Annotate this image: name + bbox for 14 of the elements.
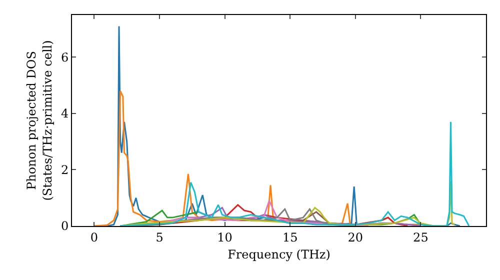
x-tick-label: 10 (217, 230, 232, 244)
y-tick-label: 4 (60, 106, 69, 121)
y-tick-label: 2 (60, 162, 69, 177)
x-tick-label: 15 (282, 230, 298, 244)
y-axis-title: Phonon projected DOS (States/THz·primitive cell) (24, 40, 54, 201)
x-axis-title: Frequency (THz) (228, 247, 330, 262)
x-tick-label: 20 (348, 230, 364, 244)
x-tick-label: 25 (413, 230, 428, 244)
y-tick-label: 0 (60, 219, 69, 234)
line-series (120, 180, 456, 226)
line-series (120, 121, 470, 226)
x-tick-label: 5 (156, 230, 164, 244)
y-tick-label: 6 (60, 50, 69, 64)
x-tick-label: 0 (90, 230, 98, 244)
